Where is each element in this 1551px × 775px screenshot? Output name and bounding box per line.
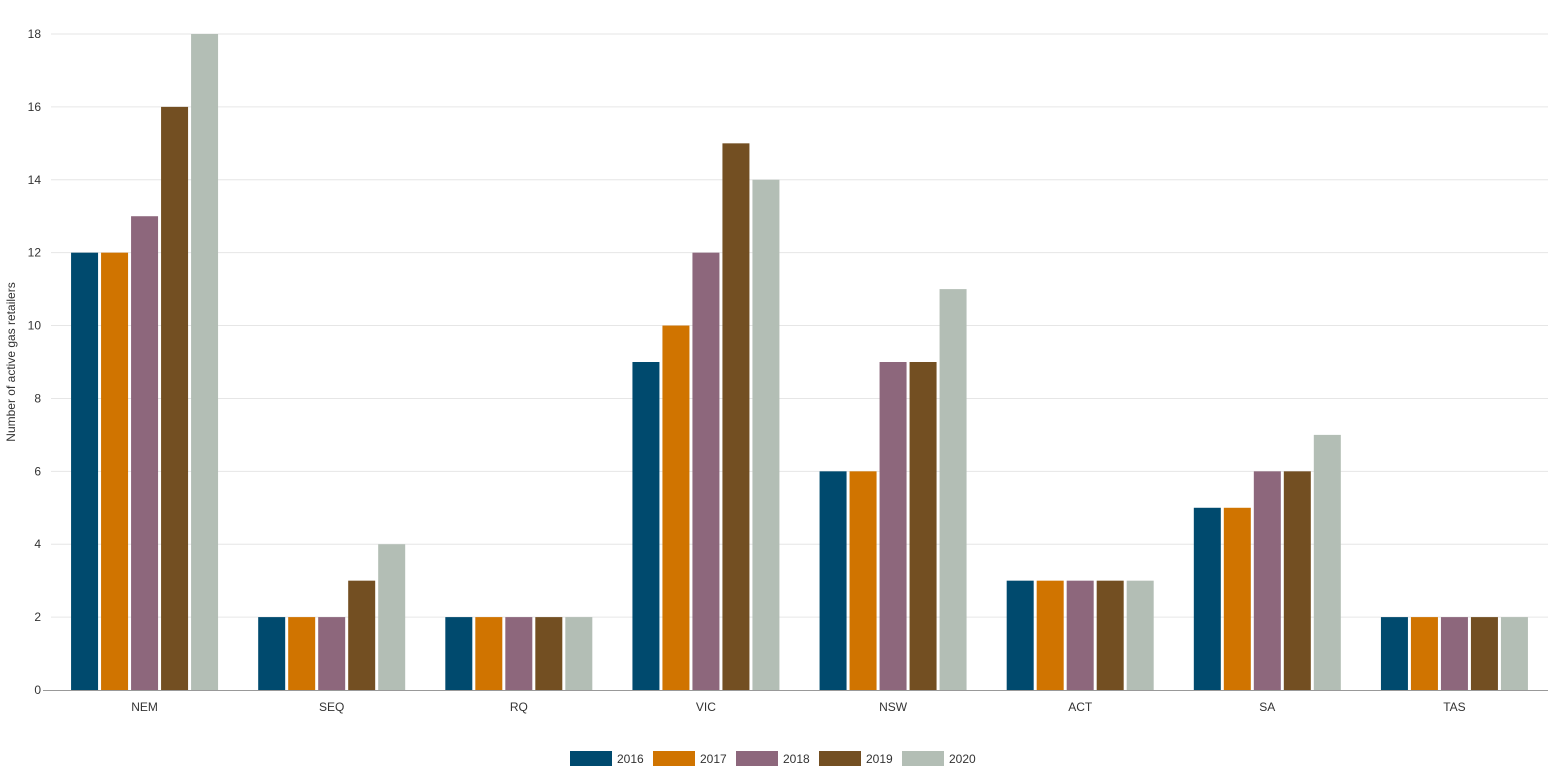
legend: 2016 2017 2018 2019 2020: [570, 751, 976, 766]
x-axis-ticks: NEM SEQ RQ VIC NSW ACT SA TAS: [131, 700, 1465, 714]
bar-rq-2017[interactable]: [475, 617, 503, 690]
x-tick-label: TAS: [1443, 700, 1465, 714]
bar-rq-2020[interactable]: [565, 617, 593, 690]
x-tick-label: NEM: [131, 700, 158, 714]
bar-nem-2016[interactable]: [71, 252, 99, 690]
bar-tas-2016[interactable]: [1380, 617, 1408, 690]
legend-swatch: [736, 751, 778, 766]
y-axis-title: Number of active gas retailers: [4, 282, 18, 441]
bar-nem-2018[interactable]: [131, 216, 159, 690]
bar-seq-2018[interactable]: [318, 617, 346, 690]
legend-label: 2018: [783, 752, 810, 766]
legend-swatch: [819, 751, 861, 766]
bar-vic-2016[interactable]: [632, 362, 660, 690]
bar-nsw-2019[interactable]: [909, 362, 937, 690]
y-tick-label: 14: [28, 173, 42, 187]
gridlines: [51, 33, 1548, 618]
bar-nsw-2020[interactable]: [939, 289, 967, 690]
bar-nem-2020[interactable]: [191, 34, 219, 690]
bar-nem-2017[interactable]: [101, 252, 129, 690]
bars: [71, 34, 1528, 691]
bar-rq-2019[interactable]: [535, 617, 563, 690]
legend-swatch: [653, 751, 695, 766]
y-tick-label: 10: [28, 319, 42, 333]
legend-label: 2017: [700, 752, 727, 766]
bar-sa-2020[interactable]: [1313, 434, 1341, 690]
bar-seq-2020[interactable]: [378, 544, 406, 690]
y-axis-ticks: 0 2 4 6 8 10 12 14 16 18: [28, 27, 42, 697]
bar-seq-2016[interactable]: [258, 617, 286, 690]
legend-item-2018[interactable]: 2018: [736, 751, 810, 766]
bar-nem-2019[interactable]: [161, 106, 189, 690]
bar-tas-2017[interactable]: [1410, 617, 1438, 690]
bar-rq-2016[interactable]: [445, 617, 473, 690]
legend-item-2017[interactable]: 2017: [653, 751, 727, 766]
bar-nsw-2017[interactable]: [849, 471, 877, 690]
legend-item-2016[interactable]: 2016: [570, 751, 644, 766]
x-tick-label: RQ: [510, 700, 528, 714]
bar-nsw-2016[interactable]: [819, 471, 847, 690]
bar-tas-2018[interactable]: [1440, 617, 1468, 690]
bar-vic-2017[interactable]: [662, 325, 690, 690]
legend-label: 2019: [866, 752, 893, 766]
bar-act-2019[interactable]: [1096, 580, 1124, 690]
y-tick-label: 6: [34, 464, 41, 478]
y-tick-label: 16: [28, 100, 42, 114]
y-tick-label: 0: [34, 683, 41, 697]
y-tick-label: 2: [34, 610, 41, 624]
bar-rq-2018[interactable]: [505, 617, 533, 690]
y-tick-label: 4: [34, 537, 41, 551]
x-tick-label: ACT: [1068, 700, 1093, 714]
bar-sa-2016[interactable]: [1193, 507, 1221, 690]
bar-tas-2019[interactable]: [1470, 617, 1498, 690]
legend-item-2019[interactable]: 2019: [819, 751, 893, 766]
bar-seq-2017[interactable]: [288, 617, 316, 690]
bar-act-2017[interactable]: [1036, 580, 1064, 690]
x-tick-label: NSW: [879, 700, 908, 714]
bar-sa-2018[interactable]: [1253, 471, 1281, 690]
bar-act-2020[interactable]: [1126, 580, 1154, 690]
bar-vic-2019[interactable]: [722, 143, 750, 691]
bar-vic-2018[interactable]: [692, 252, 720, 690]
legend-item-2020[interactable]: 2020: [902, 751, 976, 766]
legend-label: 2016: [617, 752, 644, 766]
x-tick-label: SA: [1259, 700, 1275, 714]
x-tick-label: SEQ: [319, 700, 344, 714]
bar-sa-2019[interactable]: [1283, 471, 1311, 690]
bar-vic-2020[interactable]: [752, 179, 780, 690]
legend-label: 2020: [949, 752, 976, 766]
legend-swatch: [902, 751, 944, 766]
bar-sa-2017[interactable]: [1223, 507, 1251, 690]
bar-nsw-2018[interactable]: [879, 362, 907, 690]
bar-act-2016[interactable]: [1006, 580, 1034, 690]
bar-tas-2020[interactable]: [1500, 617, 1528, 690]
y-tick-label: 8: [34, 391, 41, 405]
bar-act-2018[interactable]: [1066, 580, 1094, 690]
y-tick-label: 12: [28, 246, 42, 260]
bar-seq-2019[interactable]: [348, 580, 376, 690]
x-tick-label: VIC: [696, 700, 716, 714]
legend-swatch: [570, 751, 612, 766]
y-tick-label: 18: [28, 27, 42, 41]
